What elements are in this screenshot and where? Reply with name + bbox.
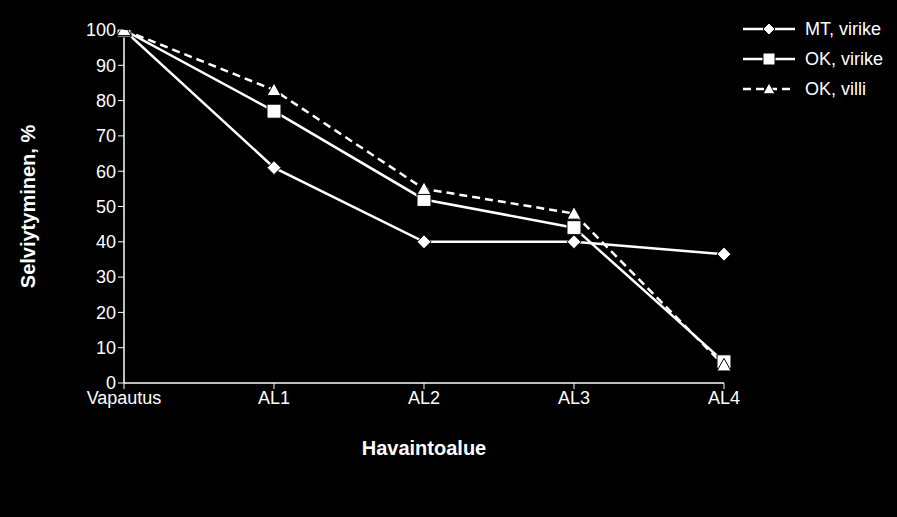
svg-text:60: 60 — [96, 162, 116, 182]
svg-text:Vapautus: Vapautus — [87, 388, 162, 408]
svg-text:AL1: AL1 — [258, 388, 290, 408]
svg-text:20: 20 — [96, 303, 116, 323]
svg-text:50: 50 — [96, 197, 116, 217]
svg-text:80: 80 — [96, 91, 116, 111]
html-text:MT, virike: MT, virike — [805, 18, 881, 39]
svg-text:10: 10 — [96, 338, 116, 358]
svg-text:Selviytyminen, %: Selviytyminen, % — [17, 125, 39, 289]
svg-text:Havaintoalue: Havaintoalue — [362, 437, 486, 459]
svg-text:40: 40 — [96, 232, 116, 252]
html-text:OK, virike: OK, virike — [805, 48, 883, 69]
svg-text:0: 0 — [106, 373, 116, 393]
svg-text:AL2: AL2 — [408, 388, 440, 408]
html-text:OK, villi: OK, villi — [805, 78, 866, 99]
svg-text:AL4: AL4 — [708, 388, 740, 408]
svg-text:100: 100 — [86, 20, 116, 40]
svg-text:70: 70 — [96, 126, 116, 146]
svg-text:AL3: AL3 — [558, 388, 590, 408]
svg-text:30: 30 — [96, 267, 116, 287]
svg-text:90: 90 — [96, 56, 116, 76]
